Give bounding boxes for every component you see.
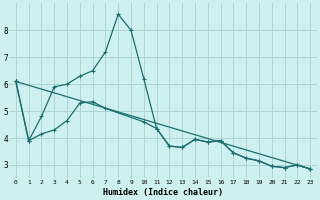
X-axis label: Humidex (Indice chaleur): Humidex (Indice chaleur) (103, 188, 223, 197)
